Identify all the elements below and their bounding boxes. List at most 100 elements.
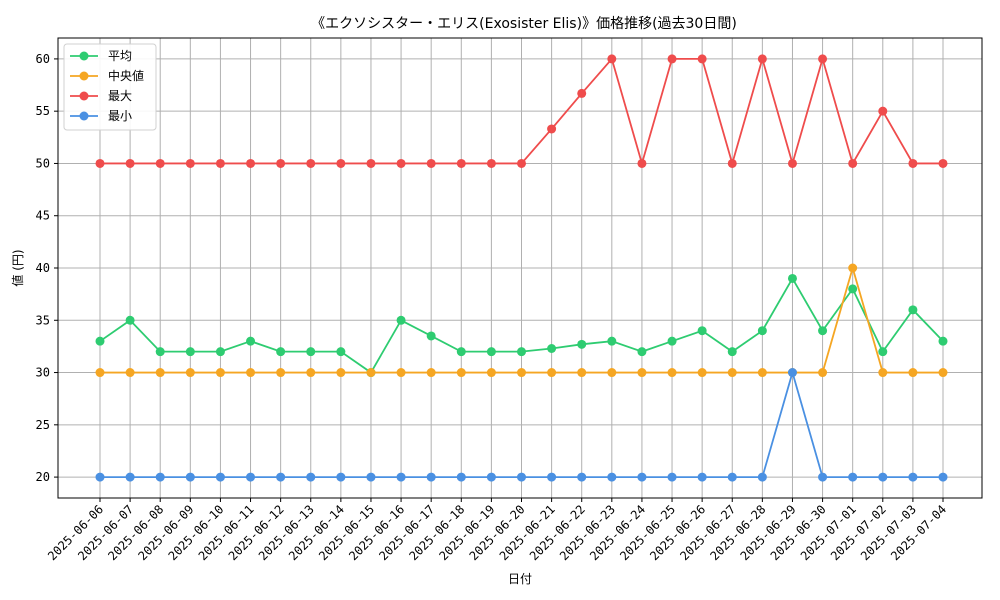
data-point — [426, 368, 436, 378]
data-point — [246, 336, 256, 346]
data-point — [366, 158, 376, 168]
data-point — [727, 472, 737, 482]
data-point — [577, 339, 587, 349]
data-point — [757, 54, 767, 64]
chart-title: 《エクソシスター・エリス(Exosister Elis)》価格推移(過去30日間… — [311, 16, 737, 32]
data-point — [637, 158, 647, 168]
data-point — [757, 326, 767, 336]
data-point — [517, 347, 526, 357]
data-point — [818, 472, 828, 482]
grid-lines — [58, 38, 982, 498]
data-point — [155, 472, 165, 482]
legend-item: 最大 — [70, 89, 132, 103]
data-point — [787, 158, 797, 168]
data-point — [727, 368, 737, 378]
data-point — [878, 106, 888, 116]
data-point — [426, 331, 436, 341]
data-point — [667, 368, 677, 378]
x-axis-label: 日付 — [508, 572, 532, 586]
data-point — [727, 347, 737, 357]
data-point — [908, 305, 918, 315]
data-point — [908, 472, 918, 482]
data-point — [577, 88, 587, 98]
data-point — [396, 368, 406, 378]
legend-label: 最大 — [108, 89, 132, 103]
data-point — [215, 472, 225, 482]
data-point — [336, 472, 346, 482]
data-point — [456, 158, 466, 168]
y-tick-label: 55 — [36, 104, 50, 118]
data-point — [818, 54, 828, 64]
data-point — [486, 158, 496, 168]
data-point — [607, 336, 617, 346]
data-point — [456, 368, 466, 378]
data-point — [155, 347, 165, 357]
data-point — [547, 472, 557, 482]
y-axis: 20 25 30 35 40 45 50 55 60 — [36, 52, 58, 484]
data-point — [818, 326, 828, 336]
data-point — [246, 472, 256, 482]
data-point — [727, 158, 737, 168]
data-point — [185, 347, 195, 357]
data-point — [547, 368, 557, 378]
data-point — [396, 472, 406, 482]
legend-label: 最小 — [108, 109, 132, 123]
data-point — [667, 336, 677, 346]
legend-label: 中央値 — [108, 68, 144, 83]
data-point — [607, 368, 617, 378]
data-point — [486, 472, 496, 482]
y-tick-label: 30 — [36, 366, 50, 380]
data-point — [697, 472, 707, 482]
data-point — [637, 347, 647, 357]
data-point — [938, 336, 948, 346]
data-point — [848, 158, 858, 168]
data-point — [938, 368, 948, 378]
y-tick-label: 50 — [36, 156, 50, 170]
y-tick-label: 20 — [36, 470, 50, 484]
data-point — [757, 368, 767, 378]
data-point — [456, 472, 466, 482]
data-point — [757, 472, 767, 482]
y-tick-label: 35 — [36, 313, 50, 327]
data-point — [848, 263, 858, 273]
data-point — [336, 158, 346, 168]
data-point — [185, 158, 195, 168]
legend-item: 最小 — [70, 109, 132, 123]
data-point — [125, 158, 135, 168]
legend-swatch-marker — [79, 111, 89, 121]
data-point — [577, 472, 587, 482]
series-layer — [95, 54, 948, 482]
data-point — [366, 472, 376, 482]
series-3 — [95, 368, 948, 482]
data-point — [697, 54, 707, 64]
data-point — [95, 158, 105, 168]
data-point — [95, 368, 105, 378]
data-point — [396, 315, 406, 325]
data-point — [517, 472, 526, 482]
data-point — [336, 368, 346, 378]
series-1 — [95, 263, 948, 378]
data-point — [517, 158, 526, 168]
data-point — [637, 472, 647, 482]
y-tick-label: 60 — [36, 52, 50, 66]
data-point — [125, 368, 135, 378]
data-point — [276, 368, 286, 378]
data-point — [276, 472, 286, 482]
y-tick-label: 40 — [36, 261, 50, 275]
data-point — [848, 284, 858, 294]
data-point — [155, 368, 165, 378]
data-point — [878, 472, 888, 482]
data-point — [697, 368, 707, 378]
data-point — [517, 368, 526, 378]
y-tick-label: 25 — [36, 418, 50, 432]
legend-swatch-marker — [79, 51, 89, 61]
data-point — [547, 344, 557, 353]
data-point — [547, 124, 557, 134]
data-point — [185, 368, 195, 378]
data-point — [215, 368, 225, 378]
legend-item: 平均 — [70, 49, 132, 63]
data-point — [667, 472, 677, 482]
legend-swatch-marker — [79, 71, 89, 81]
data-point — [306, 158, 316, 168]
y-tick-label: 45 — [36, 209, 50, 223]
